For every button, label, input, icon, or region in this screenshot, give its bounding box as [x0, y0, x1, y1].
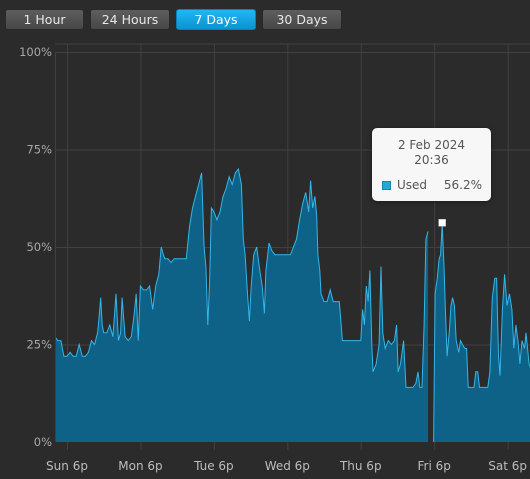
x-tick-label: Thu 6p — [339, 459, 382, 473]
series-used-line — [56, 167, 429, 388]
x-axis-ticks: Sun 6p Mon 6p Tue 6p Wed 6p Thu 6p Fri 6p Sat … — [46, 459, 527, 473]
y-tick-label: 75% — [26, 143, 52, 157]
y-tick-label: 25% — [26, 338, 52, 352]
time-range-selector: 1 Hour 24 Hours 7 Days 30 Days — [5, 9, 342, 30]
x-tick-label: Sat 6p — [488, 459, 527, 473]
y-tick-label: 0% — [34, 435, 52, 449]
x-tick-label: Fri 6p — [418, 459, 451, 473]
tooltip-series-row: Used 56.2% — [382, 178, 482, 192]
data-tooltip: 2 Feb 2024 20:36 Used 56.2% — [372, 128, 491, 201]
y-axis-ticks: 0% 25% 50% 75% 100% — [19, 45, 52, 449]
tooltip-date: 2 Feb 2024 — [397, 138, 466, 152]
tooltip-time: 20:36 — [414, 153, 449, 167]
y-tick-label: 100% — [19, 45, 52, 59]
x-tick-label: Tue 6p — [193, 459, 234, 473]
x-tick-label: Wed 6p — [265, 459, 310, 473]
series-used-area — [433, 223, 530, 442]
x-tick-label: Sun 6p — [46, 459, 88, 473]
range-button-30-days[interactable]: 30 Days — [262, 9, 342, 30]
x-tick-label: Mon 6p — [118, 459, 162, 473]
series-swatch — [382, 180, 391, 190]
range-button-7-days[interactable]: 7 Days — [176, 9, 256, 30]
series-area — [56, 167, 530, 442]
highlight-point — [438, 219, 446, 227]
series-used-line — [433, 223, 530, 442]
range-button-1-hour[interactable]: 1 Hour — [5, 9, 84, 30]
series-used-area — [56, 169, 429, 442]
y-tick-label: 50% — [26, 240, 52, 254]
tooltip-series-name: Used — [397, 178, 428, 192]
range-button-24-hours[interactable]: 24 Hours — [90, 9, 170, 30]
tooltip-value: 56.2% — [443, 178, 482, 192]
marker-layer — [438, 219, 446, 227]
